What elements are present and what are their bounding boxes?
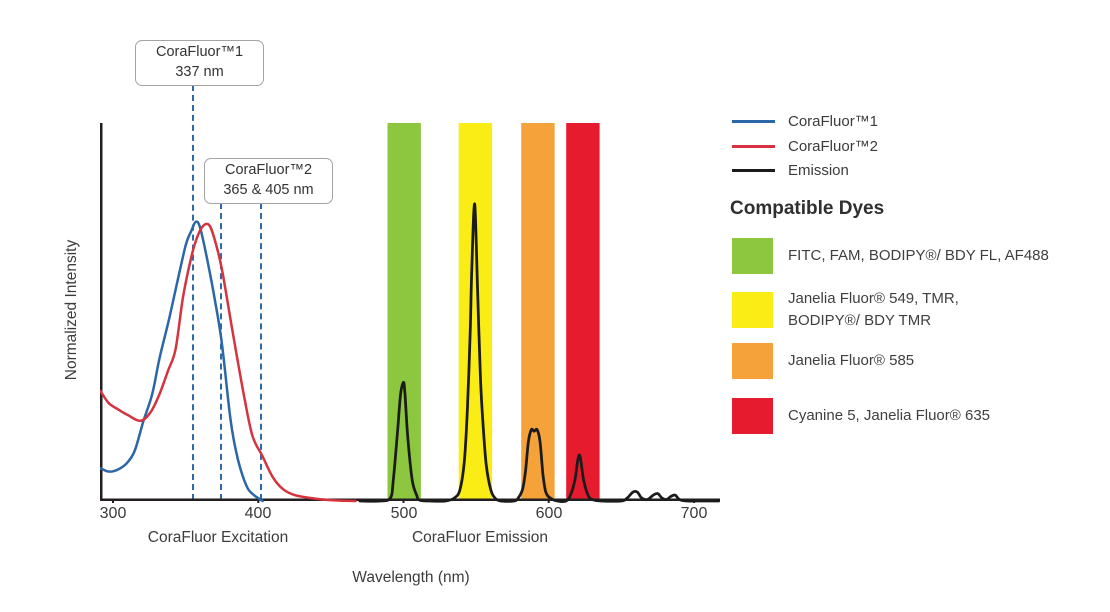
orange-filter-swatch	[732, 343, 773, 379]
dashed-marker-line-337nm	[192, 85, 194, 500]
corafluor1-line-swatch	[732, 119, 775, 123]
annotation-title: CoraFluor™1	[155, 44, 244, 61]
jf549-band	[458, 123, 493, 501]
cy5-band	[566, 123, 600, 501]
dye-item-jf585: Janelia Fluor® 585	[732, 343, 914, 379]
annotation-value: 337 nm	[175, 64, 224, 80]
x-tick-300: 300	[99, 505, 127, 522]
legend-item-corafluor1: CoraFluor™1	[732, 111, 878, 131]
emission-section-label: CoraFluor Emission	[411, 529, 549, 546]
annotation-corafluor2-365-405nm: CoraFluor™2 365 & 405 nm	[204, 158, 333, 204]
x-tick-600: 600	[535, 505, 563, 522]
dye-item-cy5: Cyanine 5, Janelia Fluor® 635	[732, 398, 990, 434]
dashed-marker-line-365nm	[220, 203, 222, 500]
dye-item-fitc: FITC, FAM, BODIPY®/ BDY FL, AF488	[732, 238, 1049, 274]
compatible-dyes-heading: Compatible Dyes	[730, 198, 885, 219]
dye-item-jf549: Janelia Fluor® 549, TMR, BODIPY®/ BDY TM…	[732, 290, 959, 329]
green-filter-swatch	[732, 238, 773, 274]
corafluor1-excitation-curve	[100, 220, 264, 503]
dye-label: FITC, FAM, BODIPY®/ BDY FL, AF488	[788, 247, 1049, 265]
x-axis-label: Wavelength (nm)	[352, 569, 470, 586]
dashed-marker-line-405nm	[260, 203, 262, 500]
emission-curve	[358, 202, 721, 503]
legend-item-corafluor2: CoraFluor™2	[732, 136, 878, 156]
fitc-band	[387, 123, 421, 501]
legend-label: CoraFluor™1	[788, 112, 879, 130]
x-tick-400: 400	[244, 505, 272, 522]
corafluor2-excitation-curve	[100, 222, 357, 503]
dye-label: Cyanine 5, Janelia Fluor® 635	[788, 407, 991, 425]
annotation-value: 365 & 405 nm	[223, 182, 314, 198]
corafluor2-line-swatch	[732, 144, 775, 148]
dye-label: Janelia Fluor® 585	[788, 352, 915, 370]
jf585-band	[521, 123, 555, 501]
legend-item-emission: Emission	[732, 160, 849, 180]
red-filter-swatch	[732, 398, 773, 434]
dye-label: Janelia Fluor® 549, TMR, BODIPY®/ BDY TM…	[788, 290, 959, 329]
annotation-corafluor1-337nm: CoraFluor™1 337 nm	[135, 40, 264, 86]
y-axis-label: Normalized Intensity	[63, 239, 80, 381]
emission-line-swatch	[732, 168, 775, 172]
x-tick-700: 700	[680, 505, 708, 522]
legend-label: CoraFluor™2	[788, 137, 879, 155]
spectra-plot	[100, 123, 721, 503]
x-tick-500: 500	[390, 505, 418, 522]
yellow-filter-swatch	[732, 292, 773, 328]
annotation-title: CoraFluor™2	[224, 162, 313, 179]
excitation-section-label: CoraFluor Excitation	[147, 529, 289, 546]
legend-label: Emission	[788, 161, 849, 179]
